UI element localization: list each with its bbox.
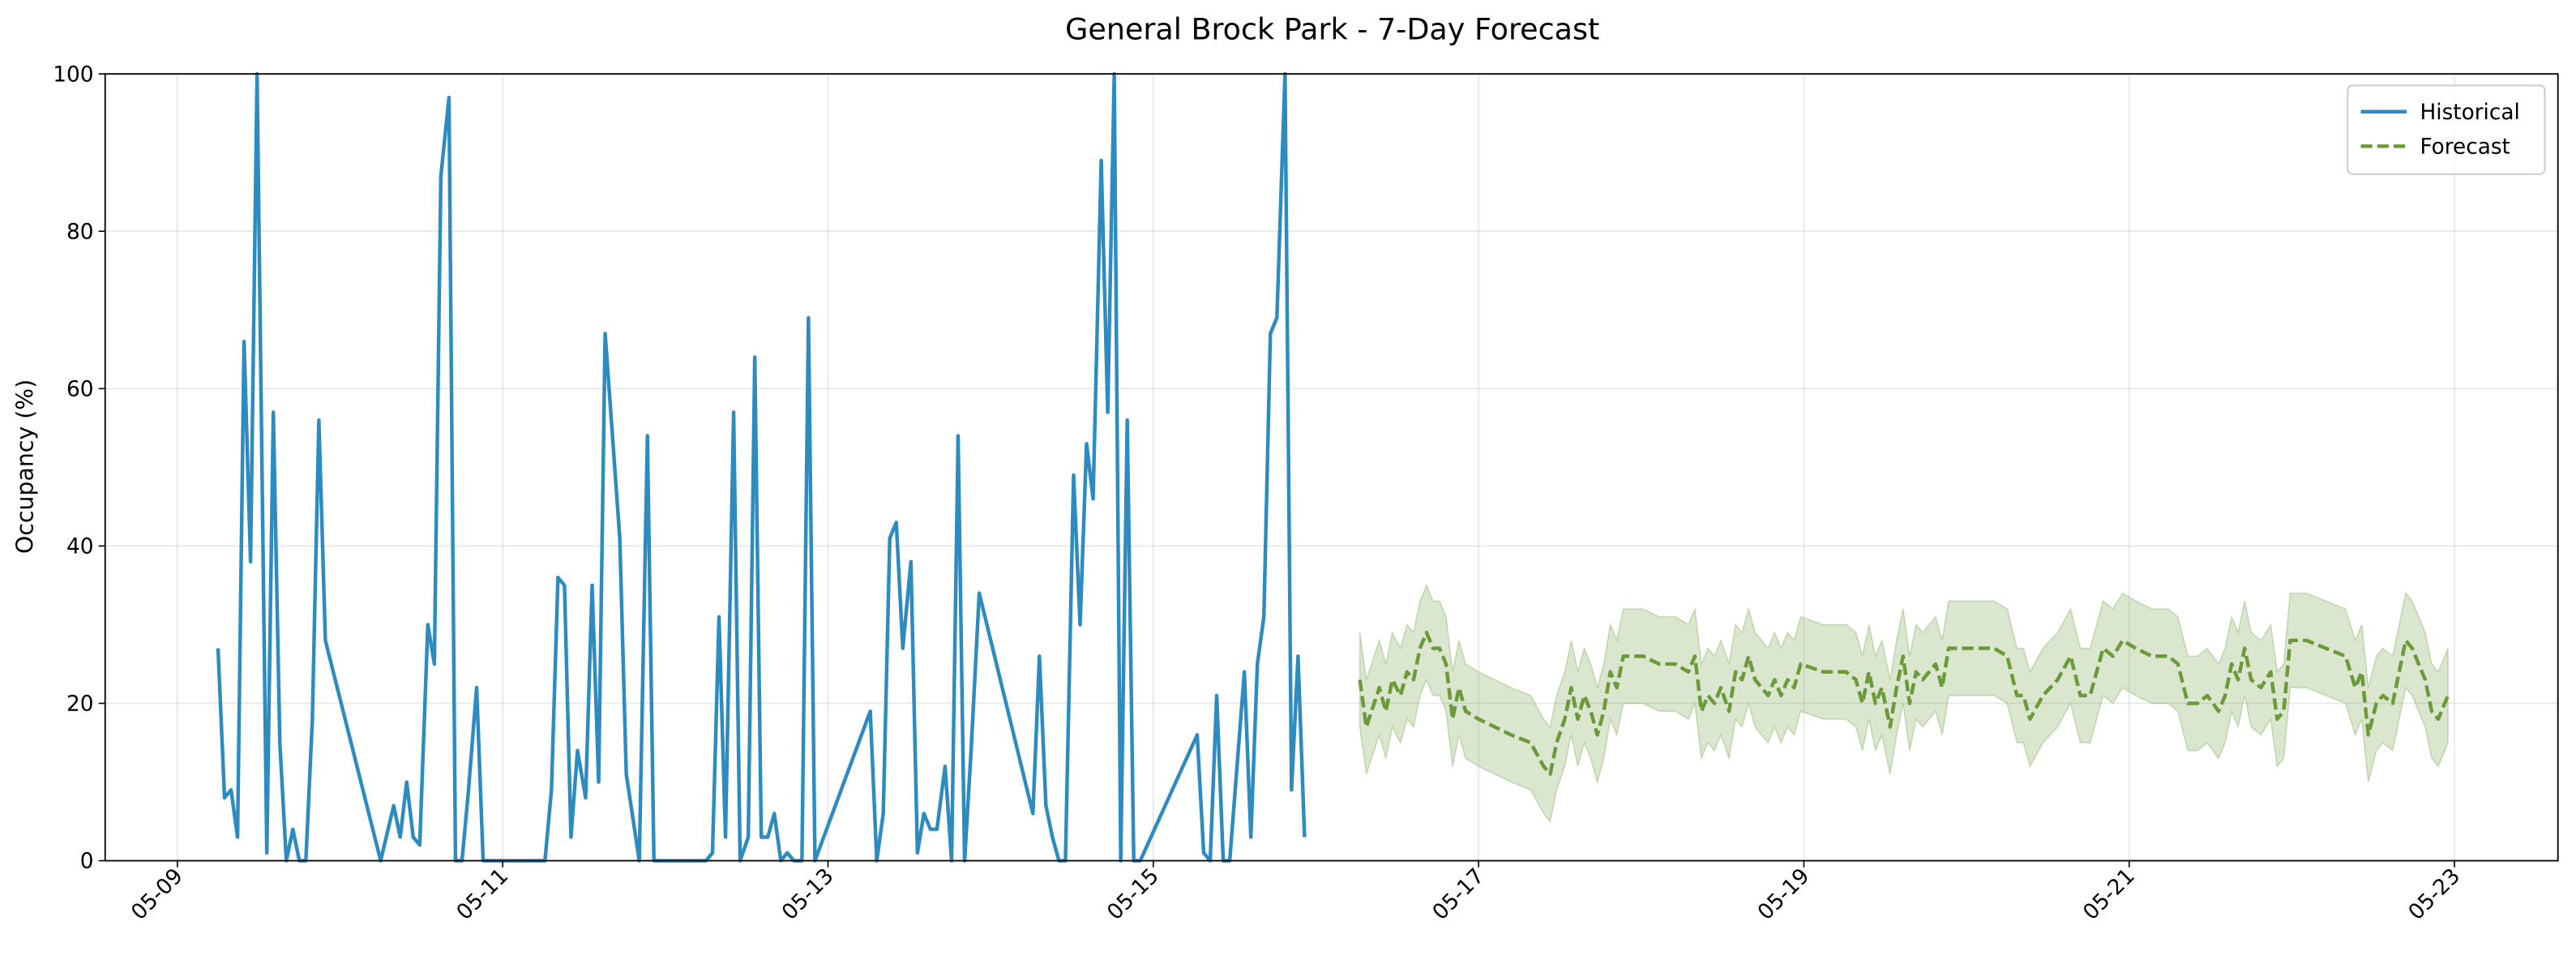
- x-tick-label: 05-17: [1428, 864, 1489, 925]
- x-tick-label: 05-09: [127, 864, 188, 925]
- y-tick-label: 60: [66, 377, 94, 401]
- y-tick-label: 80: [66, 220, 94, 244]
- legend-label: Historical: [2420, 101, 2519, 125]
- legend-label: Forecast: [2420, 135, 2510, 159]
- x-tick-label: 05-19: [1753, 864, 1814, 925]
- y-tick-label: 0: [80, 850, 94, 874]
- plot-area: [216, 71, 2450, 863]
- x-tick-label: 05-15: [1103, 864, 1164, 925]
- legend: Historical Forecast: [2347, 84, 2546, 175]
- x-tick-label: 05-11: [452, 864, 513, 925]
- y-tick-label: 40: [66, 534, 94, 559]
- legend-box: [2347, 84, 2546, 175]
- x-tick-label: 05-21: [2078, 864, 2139, 925]
- y-tick-label: 20: [66, 692, 94, 717]
- x-tick-label: 05-13: [777, 864, 838, 925]
- x-tick-label: 05-23: [2404, 864, 2465, 925]
- axes: 0 20 40 60 80 100 05-09 05-11 05-13 05-15 05-17 05-…: [53, 62, 2465, 925]
- y-tick-label: 100: [53, 62, 93, 87]
- chart-title: General Brock Park - 7-Day Forecast: [1065, 12, 1599, 47]
- confidence-band: [1359, 583, 2449, 823]
- y-axis-label: Occupancy (%): [12, 379, 39, 554]
- axes-frame: [104, 73, 2559, 862]
- series-line: [1358, 630, 2450, 776]
- series-line: [216, 71, 1307, 863]
